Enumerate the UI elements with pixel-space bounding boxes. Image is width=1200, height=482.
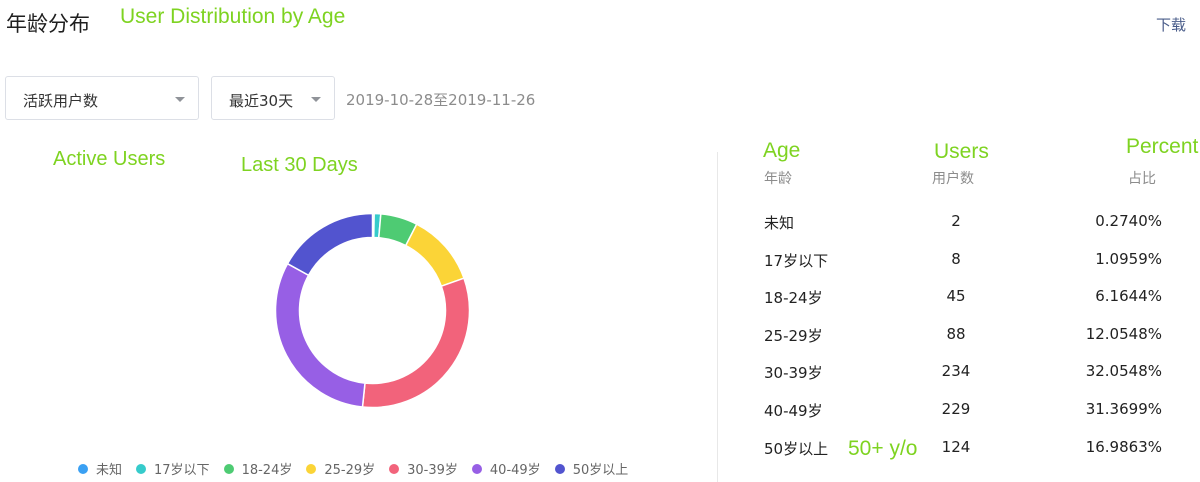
table-row: 40-49岁 229 31.3699% (764, 400, 1184, 438)
age-cell: 未知 (764, 214, 795, 232)
percent-cell: 1.0959% (1095, 249, 1162, 268)
legend-marker (471, 463, 482, 474)
percent-cell: 32.0548% (1085, 362, 1162, 381)
legend-item[interactable]: 18-24岁 (223, 459, 293, 478)
legend-marker (78, 463, 88, 474)
table-row: 30-39岁 234 32.0548% (764, 362, 1184, 400)
age-cell: 30-39岁 (764, 364, 823, 383)
download-link[interactable]: 下载 (1155, 16, 1186, 34)
users-cell: 124 (941, 437, 971, 456)
legend-item[interactable]: 30-39岁 (389, 459, 458, 478)
age-cell: 25-29岁 (764, 326, 823, 345)
users-header-annotation: Users (934, 140, 989, 163)
column-header-percent: 占比 (1128, 171, 1156, 187)
legend-item[interactable]: 未知 (78, 459, 122, 478)
percent-cell: 0.2740% (1095, 212, 1162, 230)
donut-slice[interactable] (286, 212, 374, 277)
metric-annotation: Active Users (53, 148, 166, 170)
metric-select[interactable]: 活跃用户数 (5, 76, 199, 120)
legend-label: 40-49岁 (489, 463, 541, 478)
legend-item[interactable]: 25-29岁 (306, 459, 375, 478)
donut-slice[interactable] (361, 277, 471, 409)
users-cell: 45 (946, 287, 966, 306)
legend-label: 25-29岁 (324, 463, 376, 478)
donut-slice[interactable] (274, 262, 366, 408)
range-select[interactable]: 最近30天 (211, 76, 335, 120)
column-header-age: 年龄 (764, 171, 792, 187)
age-cell: 40-49岁 (764, 402, 823, 420)
chart-legend: 未知 17岁以下 18-24岁 25-29岁 30-39岁 40-49岁 50岁以上 (78, 459, 642, 478)
legend-label: 17岁以下 (154, 463, 210, 478)
table-row: 50岁以上 124 16.9863% (764, 438, 1184, 476)
legend-item[interactable]: 50岁以上 (554, 459, 629, 478)
legend-marker (554, 463, 565, 474)
table-row: 18-24岁 45 6.1644% (764, 287, 1184, 325)
divider (717, 152, 718, 482)
range-select-value: 最近30天 (229, 92, 294, 110)
legend-label: 未知 (96, 463, 123, 478)
age-donut-chart (274, 212, 471, 409)
legend-label: 18-24岁 (241, 463, 293, 478)
age-header-annotation: Age (763, 139, 801, 162)
users-cell: 229 (941, 400, 971, 418)
donut-slice[interactable] (404, 223, 465, 288)
legend-label: 30-39岁 (407, 463, 458, 478)
users-cell: 8 (951, 249, 961, 268)
table-row: 25-29岁 88 12.0548% (764, 325, 1184, 363)
metric-select-value: 活跃用户数 (23, 92, 99, 110)
table-row: 未知 2 0.2740% (764, 212, 1184, 250)
percent-cell: 31.3699% (1085, 400, 1162, 418)
page-title: 年龄分布 (6, 12, 90, 36)
legend-marker (306, 463, 317, 474)
users-cell: 234 (941, 362, 971, 381)
legend-item[interactable]: 40-49岁 (471, 459, 541, 478)
percent-cell: 12.0548% (1085, 324, 1162, 343)
table-row: 17岁以下 8 1.0959% (764, 250, 1184, 288)
range-annotation: Last 30 Days (241, 154, 358, 176)
date-range-text: 2019-10-28至2019-11-26 (346, 91, 536, 109)
percent-cell: 16.9863% (1085, 437, 1162, 456)
chevron-down-icon (175, 97, 185, 102)
legend-marker (389, 463, 400, 474)
chevron-down-icon (311, 97, 321, 102)
percent-header-annotation: Percent (1126, 135, 1199, 158)
last-row-annotation: 50+ y/o (848, 437, 918, 460)
age-cell: 18-24岁 (764, 289, 823, 308)
title-annotation: User Distribution by Age (120, 5, 346, 28)
legend-item[interactable]: 17岁以下 (136, 459, 210, 478)
legend-marker (223, 463, 234, 474)
legend-label: 50岁以上 (572, 463, 629, 478)
age-cell: 50岁以上 (764, 439, 829, 458)
column-header-users: 用户数 (932, 171, 974, 187)
age-cell: 17岁以下 (764, 251, 829, 270)
users-cell: 88 (946, 324, 966, 343)
legend-marker (136, 463, 147, 474)
percent-cell: 6.1644% (1095, 287, 1162, 306)
users-cell: 2 (951, 212, 961, 230)
